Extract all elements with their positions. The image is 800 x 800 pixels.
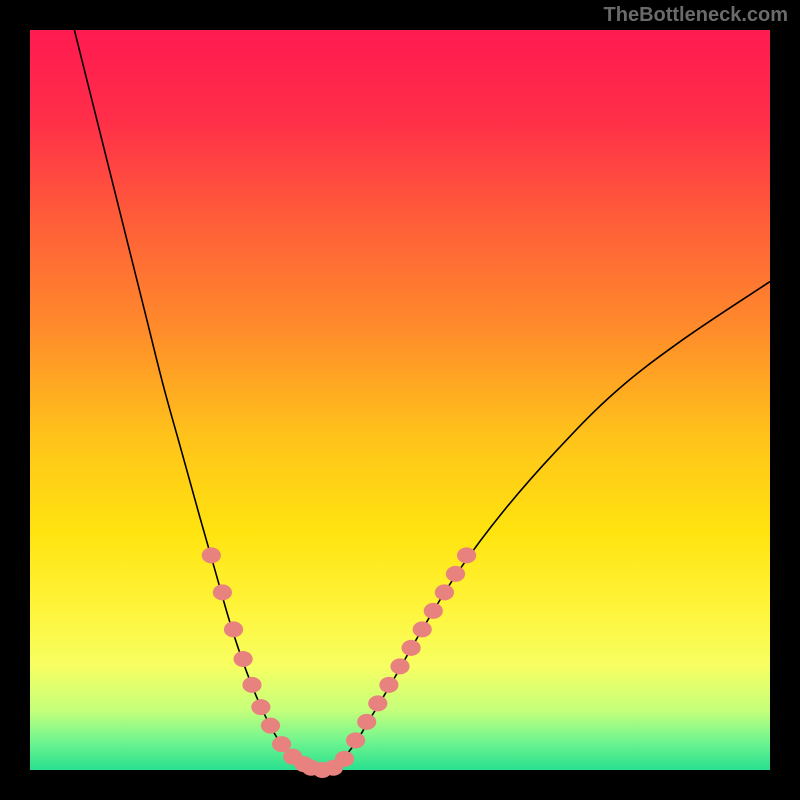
data-marker (234, 651, 253, 667)
data-marker (224, 621, 243, 637)
data-marker (213, 584, 232, 600)
data-marker (261, 718, 280, 734)
chart-container: TheBottleneck.com (0, 0, 800, 800)
data-marker (390, 658, 409, 674)
data-marker (202, 547, 221, 563)
data-marker (446, 566, 465, 582)
data-marker (413, 621, 432, 637)
data-marker (424, 603, 443, 619)
data-marker (357, 714, 376, 730)
data-marker (251, 699, 270, 715)
data-marker (402, 640, 421, 656)
bottleneck-chart (0, 0, 800, 800)
data-marker (379, 677, 398, 693)
data-marker (368, 695, 387, 711)
watermark-label: TheBottleneck.com (604, 4, 788, 27)
data-marker (457, 547, 476, 563)
data-marker (242, 677, 261, 693)
data-marker (435, 584, 454, 600)
data-marker (346, 732, 365, 748)
data-marker (335, 751, 354, 767)
